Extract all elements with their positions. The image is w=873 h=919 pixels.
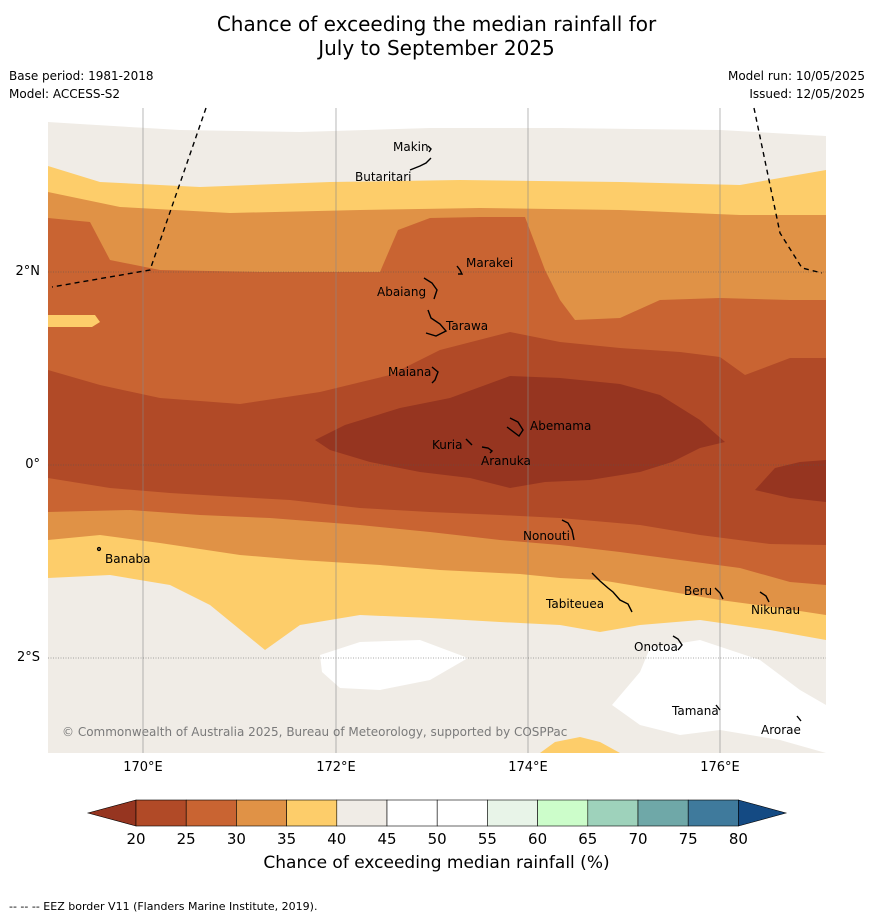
colorbar-tick-label: 60 [528,830,547,848]
colorbar-tick-label: 30 [227,830,246,848]
colorbar-segment [637,799,689,827]
island-marakei [456,265,464,275]
contour-below-20 [315,376,725,488]
eez-border-east [753,107,823,274]
island-abaiang [423,277,438,300]
colorbar: 20 25 30 35 40 45 50 55 60 65 70 75 80 [86,799,788,848]
island-butaritari [409,157,432,171]
label-beru: Beru [684,584,712,598]
colorbar-tick-label: 25 [177,830,196,848]
colorbar-title: Chance of exceeding median rainfall (%) [263,853,610,873]
colorbar-tick-label: 20 [126,830,145,848]
metadata-right: Model run: 10/05/2025 Issued: 12/05/2025 [728,67,865,103]
label-arorae: Arorae [761,723,801,737]
colorbar-segment [336,799,388,827]
colorbar-segment [286,799,338,827]
label-tamana: Tamana [671,704,719,718]
eez-footnote: -- -- -- EEZ border V11 (Flanders Marine… [9,900,318,913]
colorbar-extend-low [86,799,137,827]
label-onotoa: Onotoa [634,640,678,654]
title-line-2: July to September 2025 [318,36,555,60]
label-tarawa: Tarawa [445,319,488,333]
model-name: Model: ACCESS-S2 [9,87,121,101]
eez-borders [51,107,823,288]
island-coastlines [96,145,802,722]
model-run: Model run: 10/05/2025 [727,69,865,83]
title-line-1: Chance of exceeding the median rainfall … [216,12,657,36]
island-onotoa [672,635,683,651]
colorbar-tick-label: 45 [377,830,396,848]
base-period: Base period: 1981-2018 [9,69,154,83]
contour-45-50-north [48,108,826,136]
colorbar-segment [236,799,287,827]
colorbar-segment [185,799,237,827]
colorbar-tick-label: 50 [428,830,447,848]
label-maiana: Maiana [388,365,431,379]
lon-label-176e: 176°E [700,760,740,775]
label-abemama: Abemama [530,419,591,433]
lat-label-2s: 2°S [16,650,40,665]
issued-date: Issued: 12/05/2025 [749,87,865,101]
colorbar-tick-label: 75 [679,830,698,848]
colorbar-segment [386,799,438,827]
colorbar-extend-high [738,799,788,827]
colorbar-tick-label: 35 [277,830,296,848]
colorbar-tick-label: 80 [729,830,748,848]
island-banaba [96,546,102,552]
label-aranuka: Aranuka [481,454,531,468]
island-tarawa [425,309,448,337]
island-arorae [796,715,802,722]
contour-35-40-patch [48,315,100,327]
contour-45-50-southeast [612,640,826,753]
label-nikunau: Nikunau [751,603,800,617]
copyright-notice: © Commonwealth of Australia 2025, Bureau… [62,725,567,739]
island-tamana [715,704,721,711]
island-tabiteuea [591,572,633,613]
map-title: Chance of exceeding the median rainfall … [0,12,873,60]
island-nikunau [759,591,770,603]
place-labels: Makin Butaritari Marakei Abaiang Tarawa … [105,140,801,737]
colorbar-segment [537,799,589,827]
lon-label-170e: 170°E [123,760,163,775]
label-marakei: Marakei [466,256,513,270]
lat-label-0: 0° [25,457,40,472]
label-banaba: Banaba [105,552,151,566]
probability-contours [48,108,826,753]
label-nonouti: Nonouti [523,529,570,543]
colorbar-segment [587,799,639,827]
label-kuria: Kuria [432,438,463,452]
label-makin: Makin [393,140,429,154]
colorbar-tick-label: 70 [628,830,647,848]
metadata-left: Base period: 1981-2018 Model: ACCESS-S2 [9,67,154,103]
contour-below-20-east [755,460,826,502]
colorbar-tick-label: 55 [478,830,497,848]
contour-35-40-bottom [540,737,620,753]
graticule [48,108,826,753]
island-nonouti [561,519,575,541]
island-aranuka [481,446,494,454]
eez-border-west [51,107,207,288]
island-kuria [465,438,473,446]
colorbar-tick-label: 65 [578,830,597,848]
label-butaritari: Butaritari [355,170,412,184]
lon-label-174e: 174°E [508,760,548,775]
colorbar-segment [687,799,739,827]
colorbar-segment [487,799,538,827]
colorbar-segment [135,799,187,827]
island-beru [714,587,724,600]
label-abaiang: Abaiang [377,285,426,299]
island-abemama [506,417,524,438]
contour-45-50-south [320,640,468,690]
island-maiana [431,366,439,384]
lon-label-172e: 172°E [316,760,356,775]
colorbar-tick-label: 40 [327,830,346,848]
island-makin [427,145,432,153]
label-tabiteuea: Tabiteuea [545,597,604,611]
colorbar-segment [436,799,488,827]
lat-label-2n: 2°N [15,264,41,279]
